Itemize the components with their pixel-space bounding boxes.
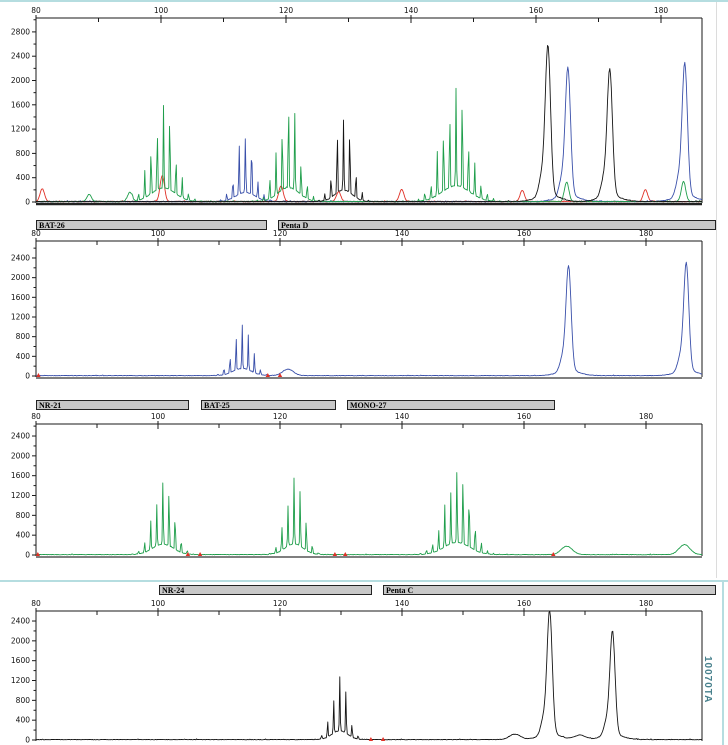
- marker-bar-row-2: NR-21 BAT-25 MONO-27: [0, 400, 728, 410]
- right-edge-line-top: [716, 2, 717, 578]
- artifact-marker: [35, 552, 41, 556]
- x-tick-label: 160: [517, 599, 532, 608]
- y-tick-label: 800: [16, 149, 31, 158]
- artifact-marker: [185, 552, 191, 556]
- x-tick-label: 140: [395, 412, 410, 421]
- y-tick-label: 0: [25, 198, 30, 207]
- x-tick-label: 80: [31, 229, 41, 238]
- panel-3-plot: 80 100 120 140 160 180 0 400 800 1200 1600 2000 2400: [11, 412, 703, 560]
- y-tick-label: 2000: [11, 76, 30, 85]
- artifact-marker: [551, 552, 556, 556]
- marker-bar-bat-26: BAT-26: [36, 220, 267, 230]
- x-tick-label: 120: [273, 229, 288, 238]
- trace-green-dye: [35, 472, 703, 556]
- trace-green-dye: [35, 87, 703, 203]
- y-tick-label: 0: [25, 372, 30, 381]
- trace-black-dye: [36, 611, 702, 741]
- artifact-marker: [332, 552, 338, 556]
- marker-bar-row-3: NR-24 Penta C: [0, 585, 728, 595]
- y-tick-label: 1200: [11, 676, 30, 685]
- marker-bar-penta-d: Penta D: [278, 220, 716, 230]
- panel-4-nr24-pentac: 80 100 120 140 160 180 0 400 800 1200 1600 2000 2400: [0, 598, 728, 745]
- x-tick-label: 160: [517, 412, 532, 421]
- trace-black-dye: [35, 45, 703, 203]
- x-tick-label: 120: [279, 6, 294, 15]
- marker-bar-nr-24: NR-24: [159, 585, 372, 595]
- marker-bar-penta-c: Penta C: [383, 585, 716, 595]
- figure-id-vertical-text: 10070TA: [702, 656, 713, 704]
- artifact-marker: [380, 737, 386, 741]
- x-tick-label: 100: [151, 599, 166, 608]
- panel-1-plot: 80 100 120 140 160 180 0 400 800 1200 1600 2000 2400…: [11, 6, 703, 207]
- artifact-marker: [36, 373, 41, 377]
- artifact-marker: [277, 373, 283, 377]
- y-tick-label: 2000: [11, 273, 30, 282]
- x-tick-label: 100: [151, 229, 166, 238]
- y-tick-label: 2800: [11, 27, 30, 36]
- y-tick-label: 400: [16, 716, 31, 725]
- y-tick-label: 2400: [11, 617, 30, 626]
- x-tick-label: 140: [395, 229, 410, 238]
- x-tick-label: 80: [31, 599, 41, 608]
- x-tick-label: 120: [273, 599, 288, 608]
- top-border-line: [0, 0, 728, 2]
- y-tick-label: 400: [16, 173, 31, 182]
- x-tick-label: 120: [273, 412, 288, 421]
- y-tick-label: 2400: [11, 432, 30, 441]
- y-tick-label: 2400: [11, 253, 30, 262]
- marker-bar-mono-27: MONO-27: [347, 400, 555, 410]
- x-tick-label: 180: [639, 412, 654, 421]
- y-tick-label: 0: [25, 551, 30, 560]
- y-tick-label: 2000: [11, 451, 30, 460]
- marker-bar-row-1: BAT-26 Penta D: [0, 220, 728, 230]
- artifact-marker: [265, 373, 270, 377]
- x-tick-label: 160: [517, 229, 532, 238]
- y-tick-label: 2400: [11, 52, 30, 61]
- trace-blue-dye: [35, 261, 703, 377]
- y-tick-label: 1600: [11, 471, 30, 480]
- y-tick-label: 400: [16, 352, 31, 361]
- artifact-marker: [197, 552, 203, 556]
- x-tick-label: 140: [404, 6, 419, 15]
- x-tick-label: 180: [639, 229, 654, 238]
- x-tick-label: 180: [639, 599, 654, 608]
- panel-3-nr21-bat25-mono27: 80 100 120 140 160 180 0 400 800 1200 1600 2000 2400: [0, 408, 728, 559]
- x-tick-label: 140: [395, 599, 410, 608]
- y-tick-label: 1200: [11, 491, 30, 500]
- y-tick-label: 1600: [11, 293, 30, 302]
- x-tick-label: 100: [154, 6, 169, 15]
- y-tick-label: 1600: [11, 100, 30, 109]
- y-tick-label: 2000: [11, 636, 30, 645]
- x-tick-label: 100: [151, 412, 166, 421]
- y-tick-label: 800: [16, 511, 31, 520]
- y-tick-label: 1200: [11, 312, 30, 321]
- x-tick-label: 80: [31, 6, 41, 15]
- artifact-marker: [368, 737, 374, 741]
- y-tick-label: 800: [16, 332, 31, 341]
- panel-4-plot: 80 100 120 140 160 180 0 400 800 1200 1600 2000 2400: [11, 599, 703, 745]
- right-edge-line-bottom: [722, 580, 724, 745]
- x-tick-label: 180: [654, 6, 669, 15]
- marker-bar-nr-21: NR-21: [36, 400, 189, 410]
- mid-border-line: [0, 580, 728, 582]
- y-tick-label: 1600: [11, 656, 30, 665]
- y-tick-label: 1200: [11, 125, 30, 134]
- y-tick-label: 800: [16, 696, 31, 705]
- panel-1-all-dyes: 80 100 120 140 160 180 0 400 800 1200 1600 2000 2400…: [0, 2, 728, 208]
- y-tick-label: 0: [25, 736, 30, 745]
- panel-2-plot: 80 100 120 140 160 180 0 400 800 1200 1600 2000 2400: [11, 229, 703, 381]
- x-tick-label: 80: [31, 412, 41, 421]
- marker-bar-bat-25: BAT-25: [201, 400, 336, 410]
- x-tick-label: 160: [529, 6, 544, 15]
- y-tick-label: 400: [16, 531, 31, 540]
- panel-2-bat26-pentad: 80 100 120 140 160 180 0 400 800 1200 1600 2000 2400: [0, 228, 728, 380]
- artifact-marker: [343, 552, 348, 556]
